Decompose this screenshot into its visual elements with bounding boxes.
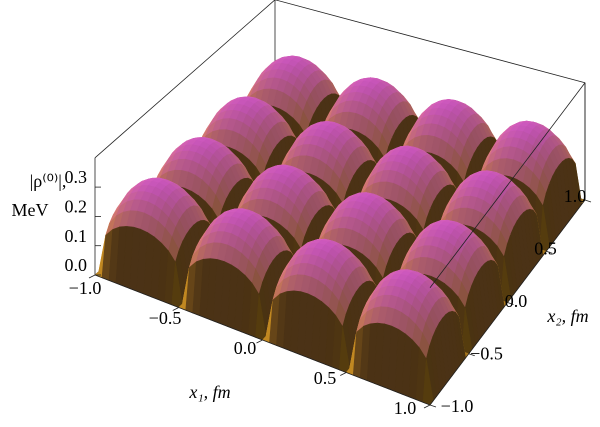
surface xyxy=(94,55,586,406)
z-tick-label: 0.3 xyxy=(65,167,88,187)
y-tick-label: −1.0 xyxy=(441,396,474,416)
box-edge xyxy=(429,82,586,289)
x-tick-label: 0.0 xyxy=(234,338,257,358)
box-edge xyxy=(94,0,276,159)
box-edge xyxy=(274,0,586,84)
z-tick-label: 0.2 xyxy=(65,197,88,217)
z-tick-label: 0.0 xyxy=(65,255,88,275)
y-tick xyxy=(429,404,437,408)
x-tick-label: 1.0 xyxy=(394,398,417,418)
y-tick xyxy=(546,250,553,254)
y-tick xyxy=(507,302,514,305)
box-front xyxy=(88,82,592,409)
x-tick-label: 0.5 xyxy=(314,368,337,388)
y-tick-label: 0.5 xyxy=(534,239,557,259)
x-tick xyxy=(423,404,431,409)
x-tick-label: −1.0 xyxy=(69,278,102,298)
z-tick-label: 0.1 xyxy=(65,226,88,246)
y-tick-label: 1.0 xyxy=(564,186,587,206)
x-tick xyxy=(88,274,96,279)
x-axis-label: x₁, fm xyxy=(188,382,230,402)
x-tick xyxy=(340,372,347,376)
x-tick-label: −0.5 xyxy=(149,308,182,328)
y-tick xyxy=(584,199,592,203)
x-tick xyxy=(172,307,179,311)
y-axis-label: x₂, fm xyxy=(546,306,588,326)
y-tick-label: −0.5 xyxy=(470,344,503,364)
y-tick xyxy=(468,353,475,357)
x-tick xyxy=(256,339,263,344)
z-axis-label: |ρ⁽⁰⁾|, xyxy=(30,171,67,191)
y-tick-label: 0.0 xyxy=(505,291,528,311)
z-axis-label: MeV xyxy=(12,200,49,220)
